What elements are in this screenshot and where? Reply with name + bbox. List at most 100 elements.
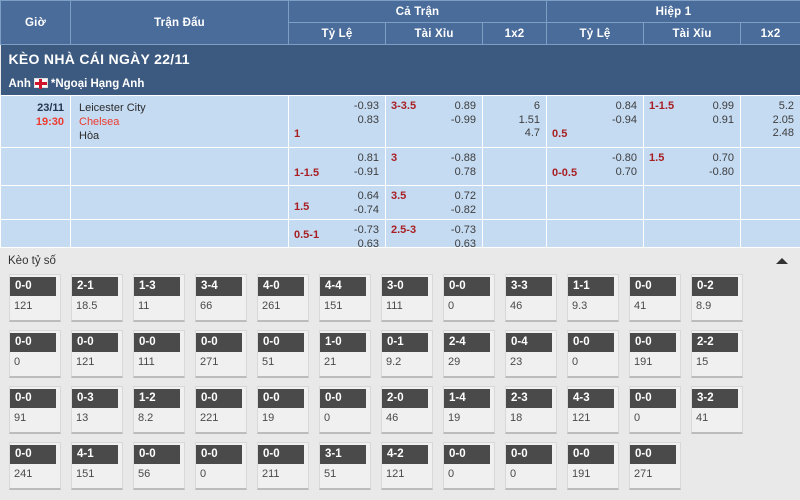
score-odd-value[interactable]: 15 xyxy=(696,356,709,368)
cell-tyle-full-3[interactable]: 1.5 0.64 -0.74 xyxy=(288,185,386,220)
score-odd-value[interactable]: 9.2 xyxy=(386,356,402,368)
cell-tyle-full-4[interactable]: 0.5-1 -0.73 0.63 xyxy=(288,219,386,250)
match-teams-cell[interactable]: Leicester City Chelsea Hòa xyxy=(70,95,289,148)
odd-value[interactable]: 0.70 xyxy=(712,152,735,164)
score-odd-value[interactable]: 46 xyxy=(510,300,523,312)
cell-taixiu-full-3[interactable]: 3.5 0.72 -0.82 xyxy=(385,185,483,220)
odds-row-1[interactable]: 23/11 19:30 Leicester City Chelsea Hòa 1… xyxy=(0,95,800,148)
score-card[interactable]: 4-1 151 xyxy=(71,442,123,490)
cell-tyle-full-2[interactable]: 1-1.5 0.81 -0.91 xyxy=(288,147,386,186)
score-odd-value[interactable]: 91 xyxy=(14,412,27,424)
col-header-1x2-full[interactable]: 1x2 xyxy=(481,22,548,45)
score-card[interactable]: 1-0 21 xyxy=(319,330,371,378)
odd-value[interactable]: 5.2 xyxy=(778,100,795,112)
odd-value[interactable]: -0.73 xyxy=(450,224,476,236)
score-card[interactable]: 0-0 0 xyxy=(443,442,495,490)
col-header-taixiu-half[interactable]: Tài Xỉu xyxy=(643,22,742,45)
score-odd-value[interactable]: 46 xyxy=(386,412,399,424)
score-card[interactable]: 0-0 271 xyxy=(195,330,247,378)
score-odd-value[interactable]: 41 xyxy=(634,300,647,312)
odd-value[interactable]: 6 xyxy=(533,100,541,112)
score-odd-value[interactable]: 261 xyxy=(262,300,281,312)
odd-value[interactable]: -0.93 xyxy=(353,100,379,112)
score-odd-value[interactable]: 21 xyxy=(324,356,337,368)
score-card[interactable]: 0-2 8.9 xyxy=(691,274,743,322)
odd-value[interactable]: 2.05 xyxy=(772,113,795,126)
cell-taixiu-half-1[interactable]: 1-1.5 0.99 0.91 xyxy=(643,95,742,148)
score-odd-value[interactable]: 121 xyxy=(572,412,591,424)
score-odd-value[interactable]: 0 xyxy=(572,356,579,368)
score-card[interactable]: 0-0 111 xyxy=(133,330,185,378)
score-card[interactable]: 0-0 271 xyxy=(629,442,681,490)
score-card[interactable]: 0-0 0 xyxy=(505,442,557,490)
odd-value[interactable]: 0.91 xyxy=(712,113,735,126)
odd-value[interactable]: 0.70 xyxy=(615,165,638,178)
odds-row-2[interactable]: 1-1.5 0.81 -0.91 3 -0.88 0.78 0-0.5 -0 xyxy=(0,147,800,186)
odd-value[interactable]: 1.51 xyxy=(518,113,541,126)
score-card[interactable]: 1-2 8.2 xyxy=(133,386,185,434)
score-odd-value[interactable]: 211 xyxy=(262,468,280,480)
score-odd-value[interactable]: 9.3 xyxy=(572,300,588,312)
odd-value[interactable]: -0.82 xyxy=(450,203,476,216)
odd-value[interactable]: -0.99 xyxy=(450,113,476,126)
odds-row-3[interactable]: 1.5 0.64 -0.74 3.5 0.72 -0.82 xyxy=(0,185,800,220)
score-odd-value[interactable]: 271 xyxy=(200,356,219,368)
cell-1x2-half-1[interactable]: 5.2 2.05 2.48 xyxy=(740,95,800,148)
cell-1x2-full-1[interactable]: 6 1.51 4.7 xyxy=(481,95,548,148)
score-odd-value[interactable]: 191 xyxy=(634,356,653,368)
score-odd-value[interactable]: 51 xyxy=(262,356,275,368)
score-odd-value[interactable]: 13 xyxy=(76,412,89,424)
score-odd-value[interactable]: 271 xyxy=(634,468,653,480)
col-header-tyle-full[interactable]: Tỷ Lệ xyxy=(288,22,386,45)
score-odd-value[interactable]: 19 xyxy=(448,412,461,424)
score-odd-value[interactable]: 51 xyxy=(324,468,337,480)
score-card[interactable]: 0-0 191 xyxy=(567,442,619,490)
col-header-tyle-half[interactable]: Tỷ Lệ xyxy=(546,22,645,45)
score-odd-value[interactable]: 8.9 xyxy=(696,300,712,312)
score-card[interactable]: 0-0 121 xyxy=(9,274,61,322)
score-card[interactable]: 0-0 191 xyxy=(629,330,681,378)
cell-tyle-half-2[interactable]: 0-0.5 -0.80 0.70 xyxy=(546,147,645,186)
score-odd-value[interactable]: 121 xyxy=(386,468,405,480)
score-card[interactable]: 2-3 18 xyxy=(505,386,557,434)
score-odd-value[interactable]: 23 xyxy=(510,356,523,368)
col-header-match[interactable]: Trận Đấu xyxy=(70,0,289,45)
score-odd-value[interactable]: 11 xyxy=(138,300,150,312)
score-card[interactable]: 2-1 18.5 xyxy=(71,274,123,322)
score-card[interactable]: 3-1 51 xyxy=(319,442,371,490)
score-odd-value[interactable]: 8.2 xyxy=(138,412,154,424)
odd-value[interactable]: 2.48 xyxy=(772,127,795,139)
score-odd-value[interactable]: 241 xyxy=(14,468,33,480)
score-odd-value[interactable]: 0 xyxy=(634,412,641,424)
odd-value[interactable]: 4.7 xyxy=(524,127,541,139)
score-card[interactable]: 0-0 0 xyxy=(567,330,619,378)
score-card[interactable]: 0-0 19 xyxy=(257,386,309,434)
score-card[interactable]: 3-3 46 xyxy=(505,274,557,322)
score-card[interactable]: 3-2 41 xyxy=(691,386,743,434)
odd-value[interactable]: 0.63 xyxy=(357,237,379,250)
league-row[interactable]: Anh *Ngoại Hạng Anh xyxy=(0,74,800,96)
score-odd-value[interactable]: 111 xyxy=(138,356,155,368)
score-card[interactable]: 1-3 11 xyxy=(133,274,185,322)
score-odd-value[interactable]: 19 xyxy=(262,412,275,424)
score-card[interactable]: 0-0 0 xyxy=(195,442,247,490)
score-card[interactable]: 0-0 91 xyxy=(9,386,61,434)
score-card[interactable]: 1-4 19 xyxy=(443,386,495,434)
score-card[interactable]: 0-3 13 xyxy=(71,386,123,434)
score-card[interactable]: 0-0 0 xyxy=(443,274,495,322)
odd-value[interactable]: 0.83 xyxy=(357,113,379,126)
score-odd-value[interactable]: 0 xyxy=(510,468,517,480)
score-odd-value[interactable]: 56 xyxy=(138,468,151,480)
cell-taixiu-half-2[interactable]: 1.5 0.70 -0.80 xyxy=(643,147,742,186)
col-header-taixiu-full[interactable]: Tài Xỉu xyxy=(385,22,483,45)
odds-row-4[interactable]: 0.5-1 -0.73 0.63 2.5-3 -0.73 0.63 xyxy=(0,219,800,250)
score-card[interactable]: 3-4 66 xyxy=(195,274,247,322)
score-card[interactable]: 0-1 9.2 xyxy=(381,330,433,378)
cell-tyle-half-1[interactable]: 0.5 0.84 -0.94 xyxy=(546,95,645,148)
odd-value[interactable]: 0.89 xyxy=(454,100,476,112)
score-card[interactable]: 0-0 0 xyxy=(9,330,61,378)
score-odd-value[interactable]: 0 xyxy=(448,468,455,480)
score-card[interactable]: 2-4 29 xyxy=(443,330,495,378)
odd-value[interactable]: -0.91 xyxy=(353,165,379,178)
score-card[interactable]: 0-0 241 xyxy=(9,442,61,490)
